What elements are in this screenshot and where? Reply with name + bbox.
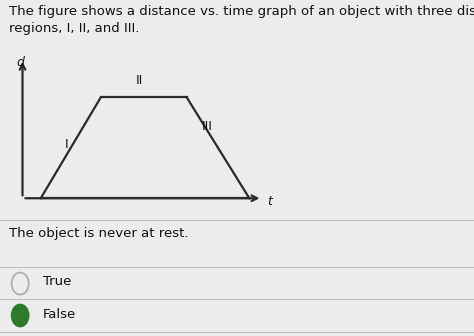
Text: t: t	[267, 195, 273, 208]
Text: II: II	[136, 74, 144, 87]
Text: False: False	[43, 308, 76, 321]
Text: The figure shows a distance vs. time graph of an object with three distinc: The figure shows a distance vs. time gra…	[9, 5, 474, 18]
Text: regions, I, II, and III.: regions, I, II, and III.	[9, 22, 140, 35]
Text: True: True	[43, 275, 71, 288]
Text: III: III	[202, 120, 213, 132]
Text: The object is never at rest.: The object is never at rest.	[9, 227, 189, 240]
Circle shape	[11, 304, 29, 327]
Text: d: d	[16, 56, 24, 69]
Text: I: I	[65, 138, 69, 151]
